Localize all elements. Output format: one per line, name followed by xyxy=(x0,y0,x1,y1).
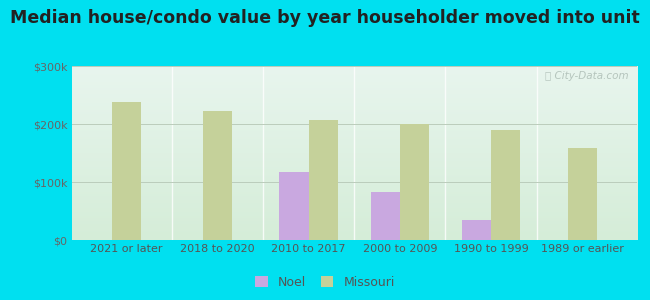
Bar xyxy=(370,192,400,240)
Text: ⓘ City-Data.com: ⓘ City-Data.com xyxy=(545,71,629,81)
Text: Median house/condo value by year householder moved into unit: Median house/condo value by year househo… xyxy=(10,9,640,27)
Bar xyxy=(203,111,232,240)
Bar xyxy=(462,220,491,240)
Bar xyxy=(567,148,597,240)
Bar xyxy=(280,172,309,240)
Bar xyxy=(491,130,520,240)
Bar xyxy=(400,124,429,240)
Bar xyxy=(112,102,141,240)
Bar xyxy=(309,120,338,240)
Legend: Noel, Missouri: Noel, Missouri xyxy=(250,271,400,294)
